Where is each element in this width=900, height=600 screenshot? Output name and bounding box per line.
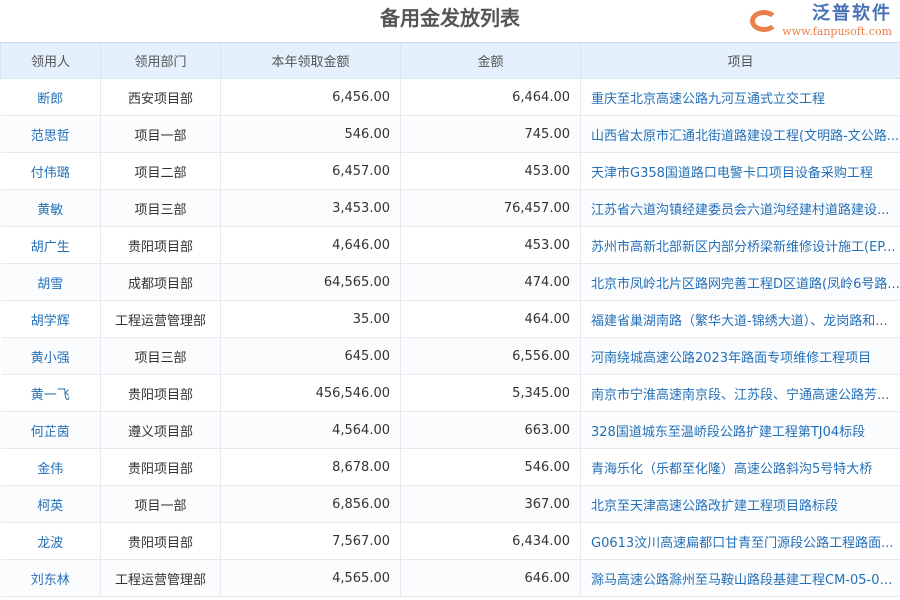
amount-cell: 6,556.00: [400, 337, 581, 375]
table-row[interactable]: 胡雪 成都项目部 64,565.00 474.00 北京市凤岭北片区路网完善工程D区道路…: [0, 263, 900, 301]
project-link[interactable]: 328国道城东至温峤段公路扩建工程第TJ04标段: [580, 411, 900, 449]
department-cell: 遵义项目部: [100, 411, 221, 449]
year-amount-cell: 7,567.00: [220, 522, 401, 560]
person-link[interactable]: 胡学辉: [0, 300, 101, 338]
project-link[interactable]: 江苏省六道沟镇经建委员会六道沟经建村道路建设...: [580, 189, 900, 227]
amount-cell: 453.00: [400, 226, 581, 264]
project-link[interactable]: 山西省太原市汇通北街道路建设工程(文明路-文公路...: [580, 115, 900, 153]
year-amount-cell: 8,678.00: [220, 448, 401, 486]
amount-cell: 6,434.00: [400, 522, 581, 560]
department-cell: 贵阳项目部: [100, 522, 221, 560]
department-cell: 工程运营管理部: [100, 559, 221, 597]
project-link[interactable]: 苏州市高新北部新区内部分桥梁新维修设计施工(EP...: [580, 226, 900, 264]
table-row[interactable]: 龙波 贵阳项目部 7,567.00 6,434.00 G0613汶川高速扁都口甘青至门源…: [0, 522, 900, 560]
project-link[interactable]: 南京市宁淮高速南京段、江苏段、宁通高速公路芳...: [580, 374, 900, 412]
column-header-year-amount[interactable]: 本年领取金额: [220, 42, 401, 79]
amount-cell: 5,345.00: [400, 374, 581, 412]
year-amount-cell: 4,646.00: [220, 226, 401, 264]
table-row[interactable]: 柯英 项目一部 6,856.00 367.00 北京至天津高速公路改扩建工程项目路标段: [0, 485, 900, 523]
table-row[interactable]: 金伟 贵阳项目部 8,678.00 546.00 青海乐化（乐都至化隆）高速公路斜沟5号…: [0, 448, 900, 486]
department-cell: 项目三部: [100, 337, 221, 375]
table-row[interactable]: 黄小强 项目三部 645.00 6,556.00 河南绕城高速公路2023年路面专项维修…: [0, 337, 900, 375]
column-header-department[interactable]: 领用部门: [100, 42, 221, 79]
project-link[interactable]: 重庆至北京高速公路九河互通式立交工程: [580, 78, 900, 116]
amount-cell: 453.00: [400, 152, 581, 190]
year-amount-cell: 456,546.00: [220, 374, 401, 412]
person-link[interactable]: 付伟璐: [0, 152, 101, 190]
person-link[interactable]: 胡广生: [0, 226, 101, 264]
project-link[interactable]: 河南绕城高速公路2023年路面专项维修工程项目: [580, 337, 900, 375]
year-amount-cell: 35.00: [220, 300, 401, 338]
person-link[interactable]: 刘东林: [0, 559, 101, 597]
watermark-brand: 泛普软件: [812, 3, 892, 24]
table-row[interactable]: 刘东林 工程运营管理部 4,565.00 646.00 滁马高速公路滁州至马鞍山路段基建…: [0, 559, 900, 597]
column-header-amount[interactable]: 金额: [400, 42, 581, 79]
person-link[interactable]: 黄敏: [0, 189, 101, 227]
person-link[interactable]: 范思哲: [0, 115, 101, 153]
table-row[interactable]: 黄一飞 贵阳项目部 456,546.00 5,345.00 南京市宁淮高速南京段、江苏段…: [0, 374, 900, 412]
table-row[interactable]: 黄敏 项目三部 3,453.00 76,457.00 江苏省六道沟镇经建委员会六道沟经建…: [0, 189, 900, 227]
amount-cell: 663.00: [400, 411, 581, 449]
person-link[interactable]: 金伟: [0, 448, 101, 486]
table-row[interactable]: 胡广生 贵阳项目部 4,646.00 453.00 苏州市高新北部新区内部分桥梁新维修设…: [0, 226, 900, 264]
watermark-url: www.fanpusoft.com: [782, 25, 892, 38]
person-link[interactable]: 龙波: [0, 522, 101, 560]
project-link[interactable]: 天津市G358国道路口电警卡口项目设备采购工程: [580, 152, 900, 190]
person-link[interactable]: 黄一飞: [0, 374, 101, 412]
department-cell: 项目三部: [100, 189, 221, 227]
page-title: 备用金发放列表: [380, 6, 520, 30]
year-amount-cell: 3,453.00: [220, 189, 401, 227]
department-cell: 成都项目部: [100, 263, 221, 301]
department-cell: 项目一部: [100, 115, 221, 153]
year-amount-cell: 6,856.00: [220, 485, 401, 523]
table-row[interactable]: 何芷茵 遵义项目部 4,564.00 663.00 328国道城东至温峤段公路扩建工程第…: [0, 411, 900, 449]
table-row[interactable]: 范思哲 项目一部 546.00 745.00 山西省太原市汇通北街道路建设工程(文明路-…: [0, 115, 900, 153]
table-header: 领用人 领用部门 本年领取金额 金额 项目: [0, 42, 900, 79]
petty-cash-table: 领用人 领用部门 本年领取金额 金额 项目 断郎 西安项目部 6,456.00 6,4…: [0, 42, 900, 597]
table-row[interactable]: 胡学辉 工程运营管理部 35.00 464.00 福建省巢湖南路（繁华大道-锦绣大道）、…: [0, 300, 900, 338]
watermark-logo: 泛普软件 www.fanpusoft.com: [750, 2, 892, 40]
year-amount-cell: 4,564.00: [220, 411, 401, 449]
person-link[interactable]: 柯英: [0, 485, 101, 523]
year-amount-cell: 64,565.00: [220, 263, 401, 301]
year-amount-cell: 6,457.00: [220, 152, 401, 190]
person-link[interactable]: 黄小强: [0, 337, 101, 375]
brand-logo-icon: [750, 10, 779, 32]
department-cell: 西安项目部: [100, 78, 221, 116]
table-row[interactable]: 付伟璐 项目二部 6,457.00 453.00 天津市G358国道路口电警卡口项目设备…: [0, 152, 900, 190]
department-cell: 项目二部: [100, 152, 221, 190]
department-cell: 贵阳项目部: [100, 226, 221, 264]
project-link[interactable]: 青海乐化（乐都至化隆）高速公路斜沟5号特大桥: [580, 448, 900, 486]
person-link[interactable]: 断郎: [0, 78, 101, 116]
department-cell: 贵阳项目部: [100, 374, 221, 412]
department-cell: 贵阳项目部: [100, 448, 221, 486]
project-link[interactable]: 北京至天津高速公路改扩建工程项目路标段: [580, 485, 900, 523]
watermark-text: 泛普软件 www.fanpusoft.com: [782, 3, 892, 38]
department-cell: 工程运营管理部: [100, 300, 221, 338]
table-row[interactable]: 断郎 西安项目部 6,456.00 6,464.00 重庆至北京高速公路九河互通式立交工…: [0, 78, 900, 116]
amount-cell: 6,464.00: [400, 78, 581, 116]
amount-cell: 474.00: [400, 263, 581, 301]
column-header-project[interactable]: 项目: [580, 42, 900, 79]
project-link[interactable]: 北京市凤岭北片区路网完善工程D区道路(凤岭6号路...: [580, 263, 900, 301]
person-link[interactable]: 何芷茵: [0, 411, 101, 449]
project-link[interactable]: 福建省巢湖南路（繁华大道-锦绣大道）、龙岗路和...: [580, 300, 900, 338]
amount-cell: 464.00: [400, 300, 581, 338]
project-link[interactable]: G0613汶川高速扁都口甘青至门源段公路工程路面...: [580, 522, 900, 560]
year-amount-cell: 645.00: [220, 337, 401, 375]
amount-cell: 76,457.00: [400, 189, 581, 227]
amount-cell: 546.00: [400, 448, 581, 486]
year-amount-cell: 546.00: [220, 115, 401, 153]
amount-cell: 367.00: [400, 485, 581, 523]
year-amount-cell: 4,565.00: [220, 559, 401, 597]
year-amount-cell: 6,456.00: [220, 78, 401, 116]
amount-cell: 646.00: [400, 559, 581, 597]
person-link[interactable]: 胡雪: [0, 263, 101, 301]
amount-cell: 745.00: [400, 115, 581, 153]
column-header-person[interactable]: 领用人: [0, 42, 101, 79]
department-cell: 项目一部: [100, 485, 221, 523]
project-link[interactable]: 滁马高速公路滁州至马鞍山路段基建工程CM-05-08标: [580, 559, 900, 597]
